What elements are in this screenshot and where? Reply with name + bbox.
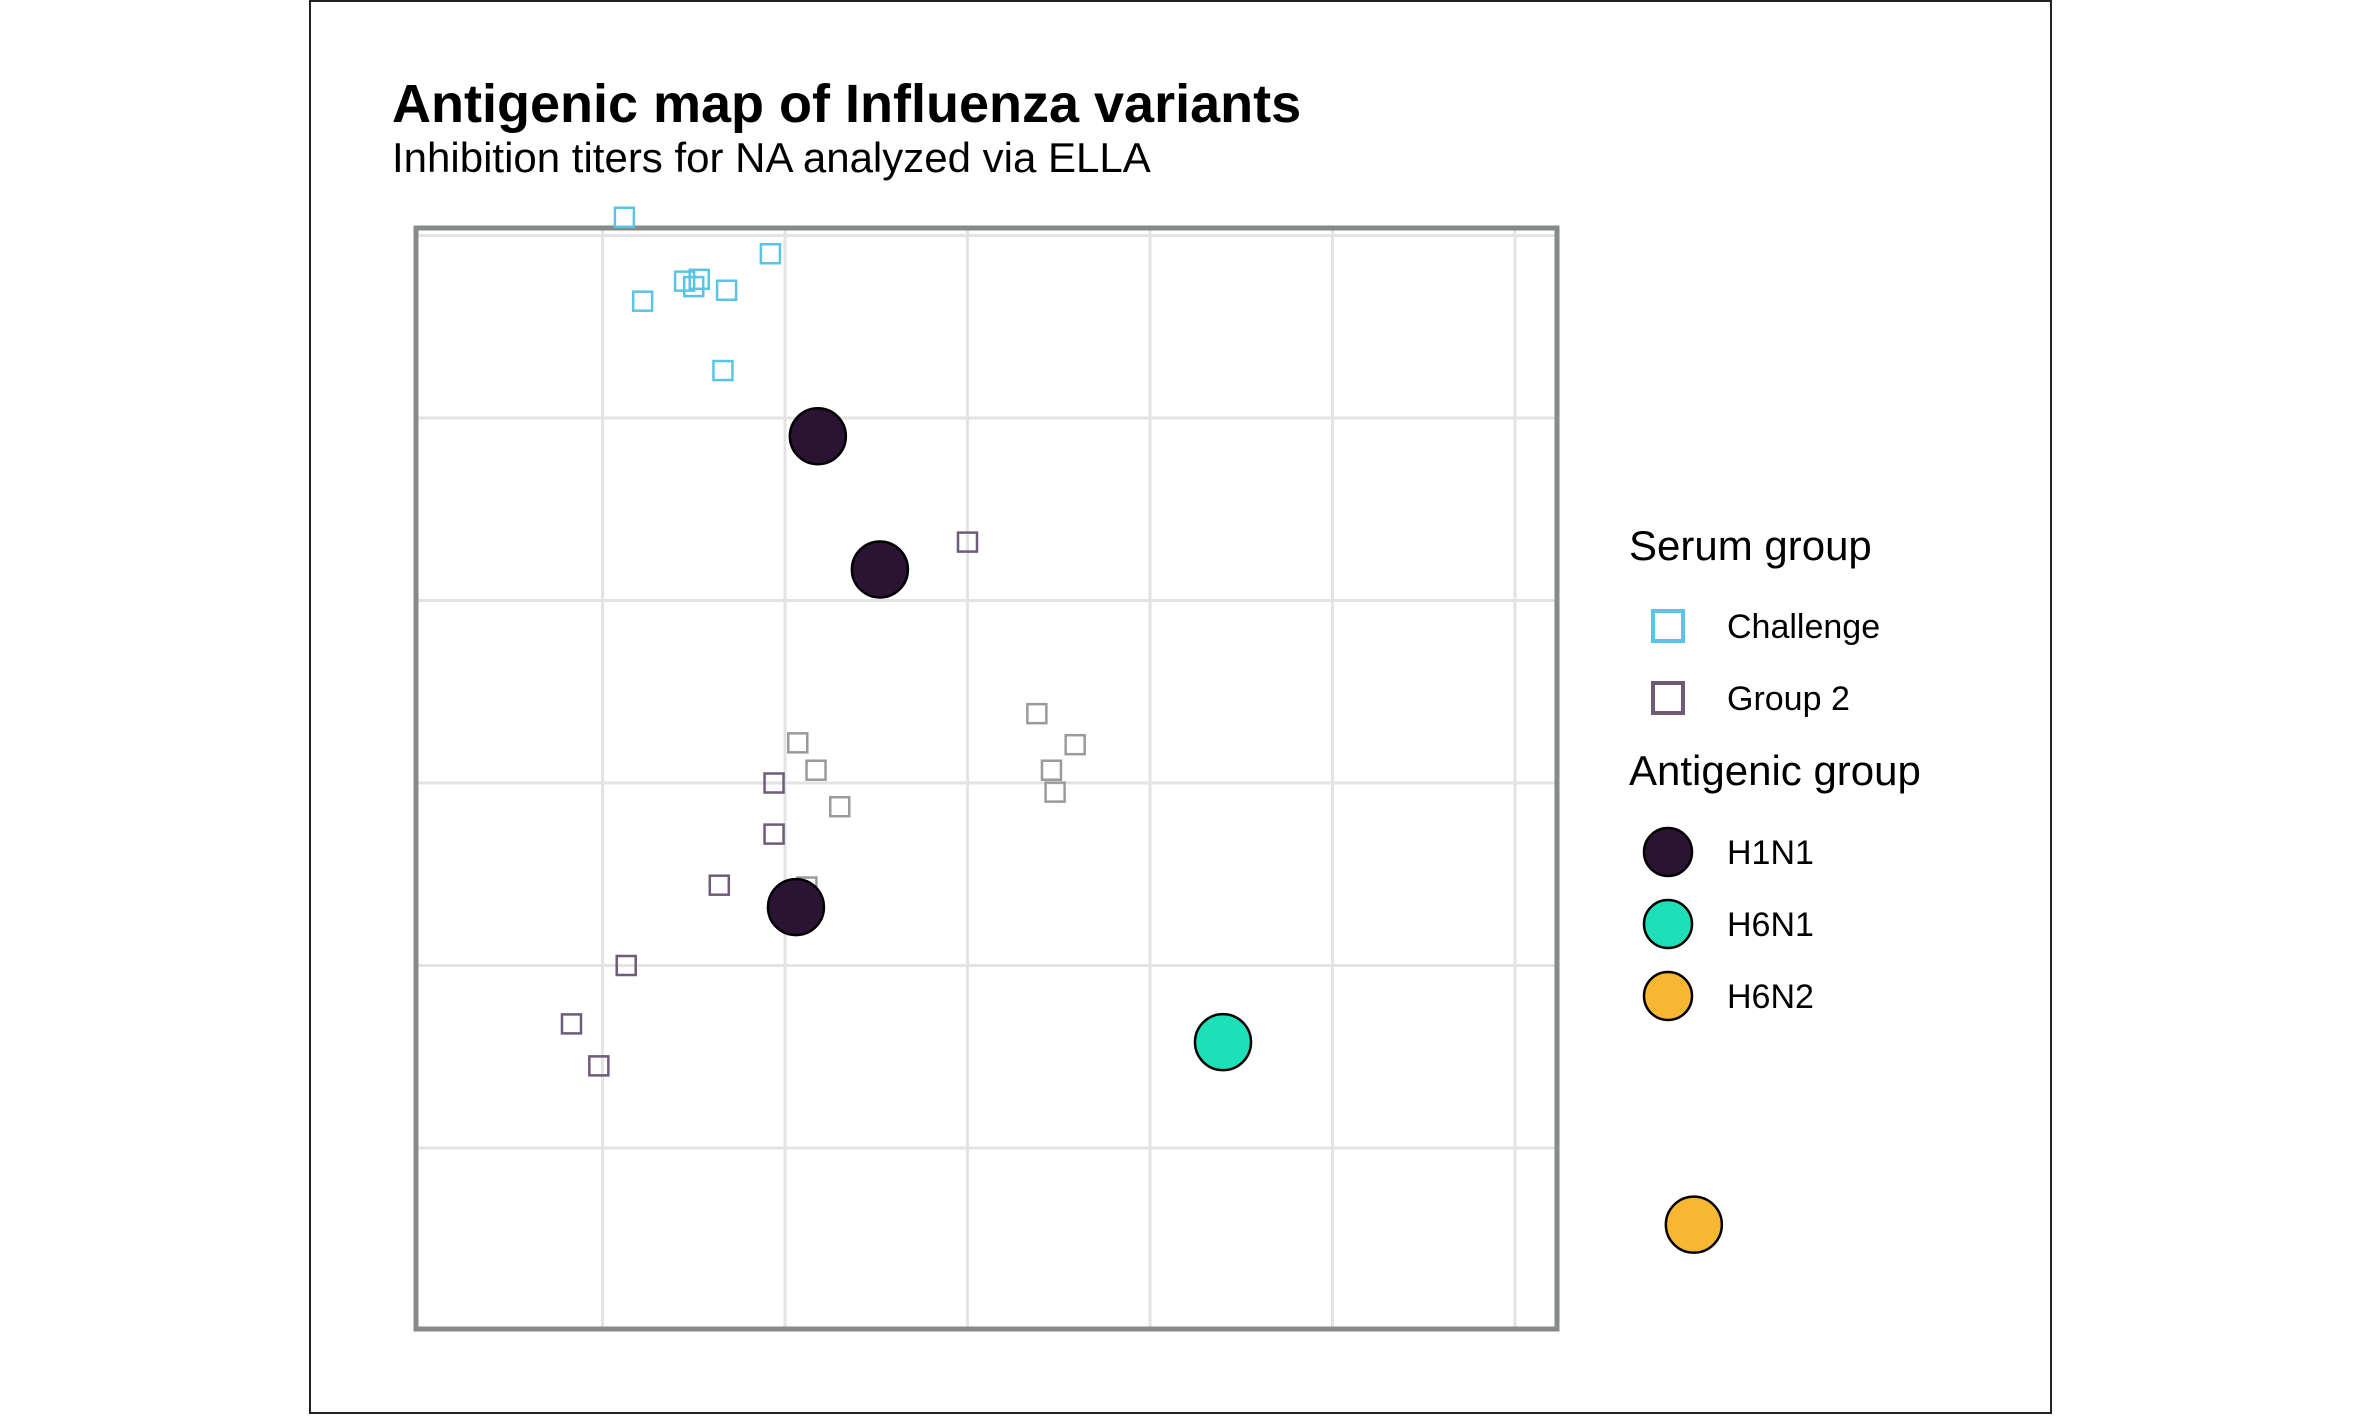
serum-point (763, 772, 785, 794)
serum-point (1026, 702, 1048, 725)
antigen-point (788, 407, 848, 466)
antigen-point (1664, 1195, 1724, 1254)
serum-point (1064, 733, 1086, 756)
antigen-point (766, 877, 826, 937)
serum-point (763, 823, 785, 845)
serum-point (560, 1013, 583, 1035)
serum-point (787, 732, 809, 754)
legend-key-circle (1642, 898, 1694, 950)
legend-label: Group 2 (1727, 680, 1850, 718)
serum-point (683, 275, 705, 298)
legend-key-circle (1642, 826, 1694, 878)
serum-point (759, 243, 782, 265)
serum-point (715, 279, 738, 301)
antigen-point (1193, 1012, 1253, 1072)
serum-point (956, 531, 979, 553)
serum-point (1044, 781, 1066, 803)
serum-point (615, 954, 637, 977)
legend-title-serum: Serum group (1629, 522, 1872, 569)
plot-panel-border (413, 225, 1560, 1332)
legend-key-square (1651, 681, 1685, 715)
serum-point (712, 359, 734, 382)
serum-point (613, 206, 636, 228)
legend-label: Challenge (1727, 608, 1880, 646)
serum-point (588, 1055, 610, 1077)
legend-key-square (1651, 609, 1685, 643)
serum-point (708, 874, 731, 896)
legend-label: H6N1 (1727, 906, 1814, 944)
serum-point (805, 759, 827, 781)
legend-key-circle (1642, 970, 1694, 1022)
chart-subtitle: Inhibition titers for NA analyzed via EL… (392, 134, 1151, 181)
serum-point (829, 795, 851, 818)
antigen-point (850, 540, 910, 599)
serum-point (631, 290, 654, 312)
plot-panel (413, 206, 1724, 1332)
serum-point (688, 268, 710, 291)
serum-point (1040, 759, 1063, 781)
legend-label: H1N1 (1727, 834, 1814, 872)
chart-title: Antigenic map of Influenza variants (392, 74, 1301, 134)
legend: Serum group Challenge Group 2 Antigenic g… (1629, 522, 1921, 1022)
legend-title-antigen: Antigenic group (1629, 747, 1921, 794)
legend-label: H6N2 (1727, 978, 1814, 1016)
